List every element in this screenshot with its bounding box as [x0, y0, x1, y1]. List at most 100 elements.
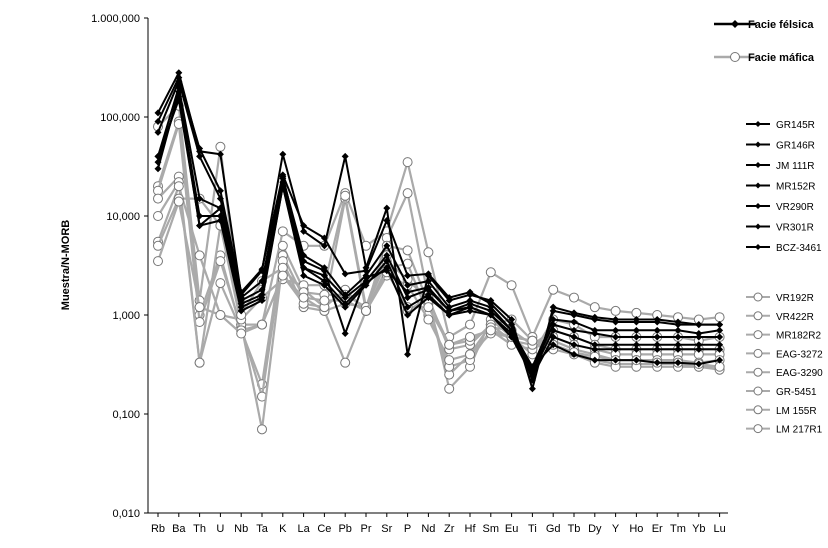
series-line — [157, 95, 720, 369]
data-point — [591, 356, 599, 364]
legend-label: VR290R — [776, 202, 814, 213]
data-point — [695, 321, 703, 329]
data-point — [716, 326, 724, 334]
legend-label: LM 155R — [776, 406, 817, 417]
data-point — [404, 272, 412, 280]
legend-marker — [753, 330, 763, 340]
legend-item: EAG-3272 — [746, 348, 823, 360]
data-point — [549, 333, 557, 341]
legend-label: MR182R2 — [776, 331, 821, 342]
data-point — [674, 326, 682, 334]
legend-label: EAG-3290 — [776, 368, 823, 379]
series-line — [157, 74, 720, 384]
legend-label: MR152R — [776, 182, 815, 193]
data-point — [340, 190, 351, 201]
legend-item: VR192R — [746, 292, 814, 304]
data-point — [383, 204, 391, 212]
legend-marker — [755, 141, 761, 148]
legend-marker — [753, 292, 763, 302]
data-point — [320, 234, 328, 242]
data-point — [196, 152, 204, 160]
x-tick-label: Th — [193, 523, 206, 535]
chart-axes — [147, 18, 728, 514]
series-vr301r — [154, 93, 724, 380]
series-bcz-3461 — [154, 95, 724, 371]
y-tick-label: 0,100 — [112, 409, 140, 421]
x-tick-label: Hf — [465, 523, 477, 535]
data-point — [341, 330, 349, 338]
data-point — [424, 294, 432, 302]
data-point — [215, 256, 226, 267]
legend-marker — [755, 182, 761, 189]
legend-marker — [753, 311, 763, 321]
data-point — [695, 345, 703, 353]
legend-label: LM 217R1 — [776, 425, 823, 436]
data-point — [549, 326, 557, 334]
data-point — [423, 302, 434, 313]
legend-label: JM 111R — [776, 161, 815, 172]
data-point — [175, 88, 183, 96]
x-tick-label: Rb — [151, 523, 165, 535]
x-tick-label: Ti — [528, 523, 537, 535]
data-point — [610, 305, 621, 316]
legend-item: JM 111R — [746, 161, 815, 172]
data-point — [653, 359, 661, 367]
data-point — [612, 333, 620, 341]
x-tick-label: Nd — [421, 523, 435, 535]
data-point — [465, 349, 475, 360]
data-point — [258, 286, 266, 294]
data-point — [236, 328, 247, 339]
data-point — [153, 256, 163, 267]
legend-label: VR192R — [776, 293, 814, 304]
data-point — [716, 341, 724, 349]
data-point — [175, 96, 183, 104]
data-point — [570, 333, 578, 341]
x-tick-label: Pr — [361, 523, 372, 535]
x-tick-label: Tm — [670, 523, 686, 535]
series-line — [157, 78, 720, 370]
data-point — [194, 250, 205, 261]
y-tick-label: 10,000 — [106, 211, 140, 223]
data-point — [674, 321, 682, 329]
legend-item: VR301R — [746, 223, 814, 234]
data-point — [528, 372, 536, 380]
y-tick-label: 0,010 — [112, 508, 140, 520]
data-point — [612, 345, 620, 353]
series-line — [156, 197, 720, 371]
data-point — [320, 242, 328, 250]
data-point — [445, 311, 453, 319]
data-point — [487, 307, 495, 315]
data-point — [404, 281, 412, 289]
data-point — [383, 251, 391, 259]
legend-marker — [753, 386, 763, 396]
data-point — [215, 141, 226, 152]
x-tick-label: Tb — [568, 523, 581, 535]
data-point — [194, 302, 205, 313]
legend-item: GR-5451 — [746, 386, 817, 398]
data-point — [154, 118, 162, 126]
data-point — [632, 345, 640, 353]
data-point — [320, 277, 328, 285]
data-point — [487, 311, 495, 319]
legend-label: VR422R — [776, 312, 814, 323]
data-point — [153, 211, 163, 221]
data-point — [277, 270, 288, 281]
data-point — [695, 333, 703, 341]
data-point — [549, 307, 557, 315]
legend-label: Facie máfica — [748, 52, 815, 64]
legend-label: EAG-3272 — [776, 349, 823, 360]
data-point — [402, 245, 413, 256]
x-tick-label: P — [404, 523, 411, 535]
data-point — [632, 333, 640, 341]
x-ticks: Rb Ba Th U Nb Ta K La Ce Pb Pr Sr P Nd Zr Hf Sm Eu Ti Gd Tb D… — [151, 513, 726, 535]
data-point — [154, 158, 162, 166]
data-point — [632, 318, 640, 326]
data-point — [612, 326, 620, 334]
data-point — [570, 341, 578, 349]
data-point — [591, 330, 599, 338]
legend-item: Facie félsica — [714, 19, 814, 31]
legend-item: GR146R — [746, 141, 815, 152]
data-point — [153, 193, 163, 204]
y-tick-label: 100,000 — [100, 112, 140, 124]
